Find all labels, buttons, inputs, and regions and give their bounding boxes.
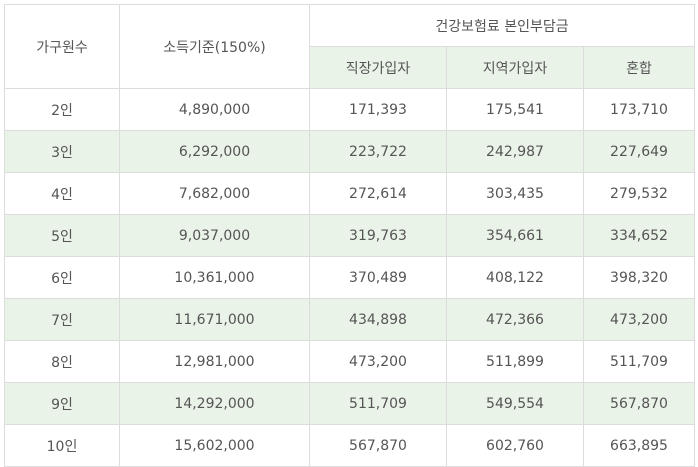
cell-income: 6,292,000 <box>119 130 310 173</box>
cell-regional: 242,987 <box>446 130 584 173</box>
header-income: 소득기준(150%) <box>119 4 310 89</box>
cell-employee: 434,898 <box>309 298 447 341</box>
table-row: 3인 6,292,000 223,722 242,987 227,649 <box>4 130 695 173</box>
table-row: 2인 4,890,000 171,393 175,541 173,710 <box>4 88 695 131</box>
cell-household: 3인 <box>4 130 120 173</box>
cell-household: 6인 <box>4 256 120 299</box>
header-household: 가구원수 <box>4 4 120 89</box>
table-row: 6인 10,361,000 370,489 408,122 398,320 <box>4 256 695 299</box>
table-row: 9인 14,292,000 511,709 549,554 567,870 <box>4 382 695 425</box>
cell-mixed: 663,895 <box>583 424 695 467</box>
cell-regional: 549,554 <box>446 382 584 425</box>
cell-household: 5인 <box>4 214 120 257</box>
cell-regional: 354,661 <box>446 214 584 257</box>
cell-employee: 171,393 <box>309 88 447 131</box>
cell-employee: 370,489 <box>309 256 447 299</box>
cell-household: 8인 <box>4 340 120 383</box>
cell-income: 12,981,000 <box>119 340 310 383</box>
cell-income: 15,602,000 <box>119 424 310 467</box>
table-header: 가구원수 소득기준(150%) 건강보험료 본인부담금 직장가입자 지역가입자 … <box>4 4 695 89</box>
cell-mixed: 567,870 <box>583 382 695 425</box>
cell-mixed: 279,532 <box>583 172 695 215</box>
cell-employee: 473,200 <box>309 340 447 383</box>
cell-mixed: 473,200 <box>583 298 695 341</box>
cell-regional: 175,541 <box>446 88 584 131</box>
header-row-top: 가구원수 소득기준(150%) 건강보험료 본인부담금 <box>4 4 695 89</box>
cell-mixed: 173,710 <box>583 88 695 131</box>
cell-regional: 602,760 <box>446 424 584 467</box>
cell-regional: 511,899 <box>446 340 584 383</box>
table-body: 2인 4,890,000 171,393 175,541 173,710 3인 … <box>4 88 695 467</box>
cell-employee: 319,763 <box>309 214 447 257</box>
header-row-sub: 직장가입자 지역가입자 혼합 <box>5 46 695 89</box>
header-mixed: 혼합 <box>583 46 695 89</box>
cell-regional: 408,122 <box>446 256 584 299</box>
cell-mixed: 334,652 <box>583 214 695 257</box>
table-row: 5인 9,037,000 319,763 354,661 334,652 <box>4 214 695 257</box>
table-row: 7인 11,671,000 434,898 472,366 473,200 <box>4 298 695 341</box>
table-row: 4인 7,682,000 272,614 303,435 279,532 <box>4 172 695 215</box>
cell-employee: 567,870 <box>309 424 447 467</box>
cell-employee: 223,722 <box>309 130 447 173</box>
cell-income: 10,361,000 <box>119 256 310 299</box>
table-row: 10인 15,602,000 567,870 602,760 663,895 <box>4 424 695 467</box>
cell-household: 9인 <box>4 382 120 425</box>
cell-regional: 303,435 <box>446 172 584 215</box>
cell-employee: 511,709 <box>309 382 447 425</box>
cell-household: 4인 <box>4 172 120 215</box>
header-employee: 직장가입자 <box>309 46 447 89</box>
cell-employee: 272,614 <box>309 172 447 215</box>
cell-household: 7인 <box>4 298 120 341</box>
header-regional: 지역가입자 <box>446 46 584 89</box>
cell-mixed: 227,649 <box>583 130 695 173</box>
cell-income: 4,890,000 <box>119 88 310 131</box>
cell-household: 10인 <box>4 424 120 467</box>
cell-income: 14,292,000 <box>119 382 310 425</box>
cell-regional: 472,366 <box>446 298 584 341</box>
premium-table: 가구원수 소득기준(150%) 건강보험료 본인부담금 직장가입자 지역가입자 … <box>4 4 695 467</box>
cell-mixed: 511,709 <box>583 340 695 383</box>
cell-income: 11,671,000 <box>119 298 310 341</box>
cell-income: 9,037,000 <box>119 214 310 257</box>
table-row: 8인 12,981,000 473,200 511,899 511,709 <box>4 340 695 383</box>
table-container: 가구원수 소득기준(150%) 건강보험료 본인부담금 직장가입자 지역가입자 … <box>4 4 695 467</box>
cell-income: 7,682,000 <box>119 172 310 215</box>
cell-mixed: 398,320 <box>583 256 695 299</box>
cell-household: 2인 <box>4 88 120 131</box>
header-premium-group: 건강보험료 본인부담금 <box>309 4 695 47</box>
